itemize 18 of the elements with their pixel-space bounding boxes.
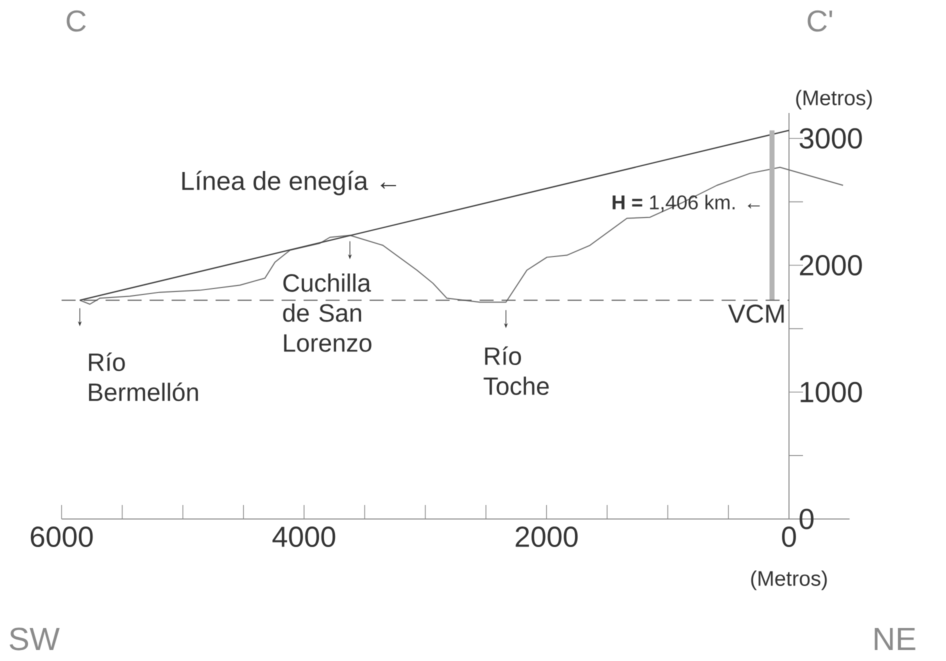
text: SW bbox=[10, 628, 60, 650]
ref-line-label: VCM bbox=[728, 304, 784, 323]
y-axis-title: (Metros) bbox=[796, 90, 872, 110]
x-tick-label: 2000 bbox=[516, 526, 578, 548]
text: C bbox=[66, 10, 86, 32]
text: C' bbox=[808, 10, 832, 32]
x-tick-label: 4000 bbox=[272, 526, 336, 548]
annotation: Línea de enegía ← bbox=[182, 170, 396, 196]
annotation: Río Bermellón bbox=[89, 352, 198, 402]
x-tick-label: 0 bbox=[782, 526, 796, 548]
y-tick-label: 1000 bbox=[800, 382, 862, 402]
y-tick-label: 3000 bbox=[800, 128, 862, 149]
x-axis-title: (Metros) bbox=[751, 570, 827, 590]
text: NE bbox=[874, 628, 916, 650]
y-tick-label: 2000 bbox=[800, 254, 862, 276]
annotation: Cuchilla de San Lorenzo bbox=[283, 274, 372, 352]
annotation: Río Toche bbox=[484, 346, 549, 396]
x-tick-label: 6000 bbox=[30, 526, 93, 548]
